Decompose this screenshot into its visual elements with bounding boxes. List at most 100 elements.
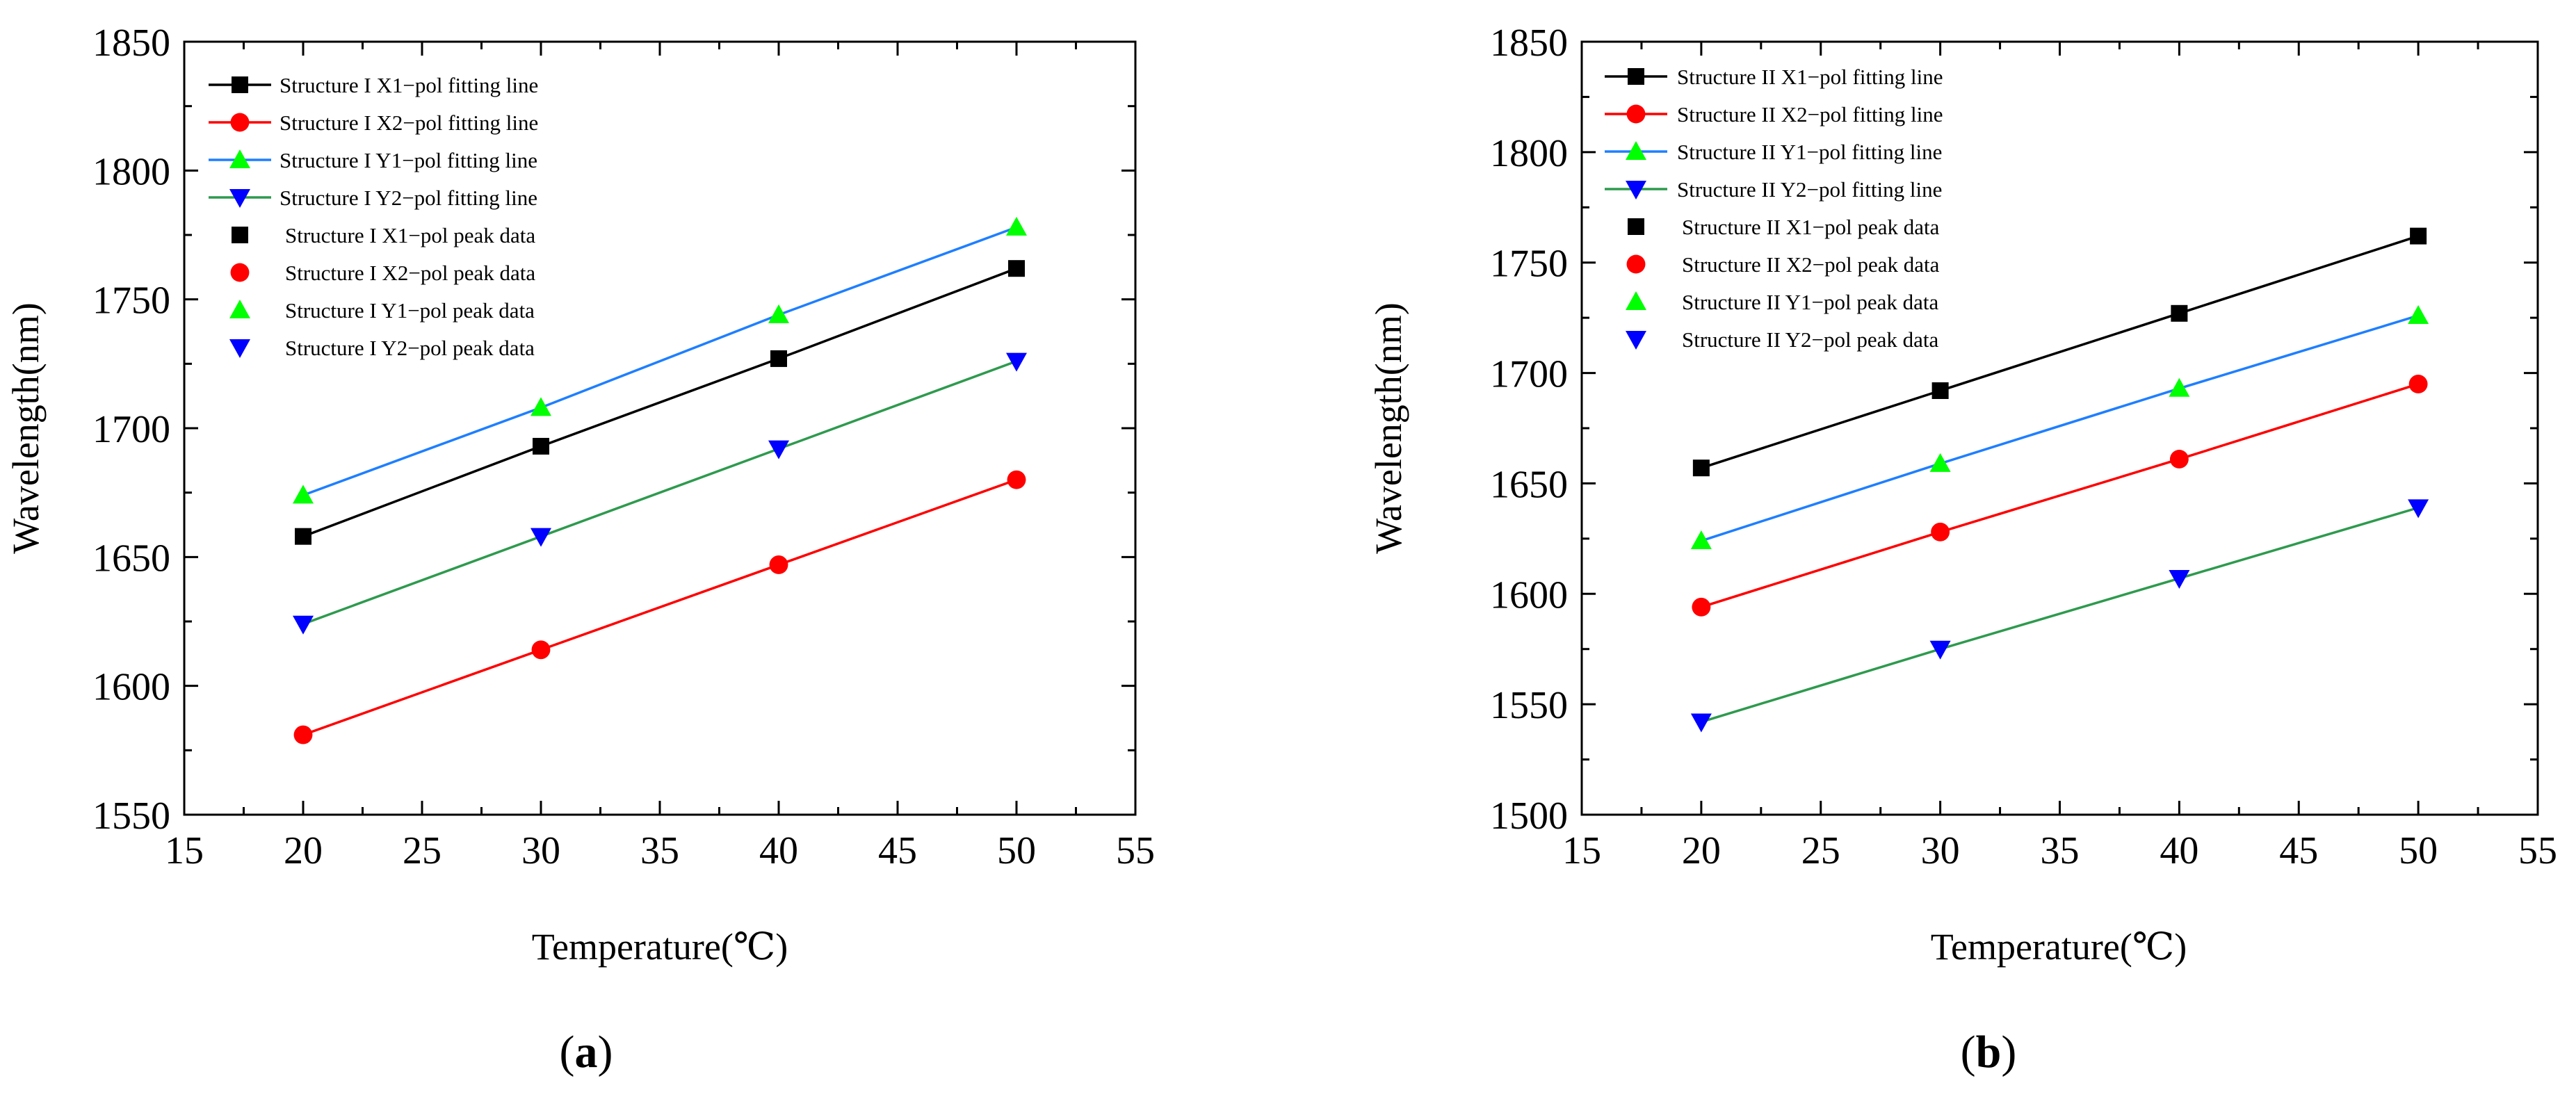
y-tick-label: 1850 xyxy=(1490,22,1568,65)
data-point-y2 xyxy=(530,528,551,547)
x-tick-label: 30 xyxy=(521,829,560,872)
x-axis-label: Temperature(℃) xyxy=(532,926,788,968)
legend-entry-peak-data: Structure I X2−pol peak data xyxy=(285,261,535,285)
legend-marker xyxy=(230,113,250,132)
legend-marker xyxy=(232,227,248,243)
y-tick-label: 1800 xyxy=(1490,132,1568,175)
y-tick-label: 1800 xyxy=(92,150,170,193)
data-point-y1 xyxy=(1006,216,1027,236)
y-axis-label: Wavelength(nm) xyxy=(1368,302,1409,554)
caption-letter: a xyxy=(575,1027,598,1077)
data-point-y2 xyxy=(1006,352,1027,372)
panel-caption: (b) xyxy=(1961,1027,2017,1077)
data-point-x2 xyxy=(769,555,788,574)
fitting-line-x2 xyxy=(1701,382,2419,609)
x-tick-label: 35 xyxy=(2041,829,2080,872)
data-point-x2 xyxy=(2408,375,2428,393)
fitting-line-y2 xyxy=(1701,506,2419,724)
data-point-y2 xyxy=(2408,499,2429,519)
legend-marker xyxy=(1626,254,1646,274)
data-point-y2 xyxy=(2169,570,2190,589)
x-tick-label: 20 xyxy=(284,829,323,872)
chart-a: 15 20 25 30 35 40 45 50 55 1550 1600 1650 1700 1750 18… xyxy=(5,22,1155,1077)
data-point-y1 xyxy=(2169,377,2190,397)
y-axis-label: Wavelength(nm) xyxy=(5,302,47,554)
x-tick-label: 30 xyxy=(1921,829,1960,872)
caption-open-paren: ( xyxy=(560,1027,575,1077)
data-point-x1 xyxy=(1692,459,1710,477)
legend-marker xyxy=(1626,331,1646,350)
legend-marker xyxy=(1626,104,1646,124)
legend-entry-peak-data: Structure II X1−pol peak data xyxy=(1682,215,1940,239)
fitting-line-x1 xyxy=(1701,234,2419,469)
x-tick-label: 35 xyxy=(640,829,679,872)
x-tick-label: 45 xyxy=(2279,829,2318,872)
y-tick-label: 1700 xyxy=(1490,353,1568,396)
fitting-line-y1 xyxy=(1701,314,2419,542)
y-tick-label: 1650 xyxy=(1490,463,1568,506)
legend-entry-fitting-line: Structure I X1−pol fitting line xyxy=(280,73,538,97)
legend-marker xyxy=(1626,291,1646,310)
x-tick-label: 25 xyxy=(1801,829,1840,872)
fitting-line-x1 xyxy=(302,267,1017,538)
data-point-x1 xyxy=(770,350,787,367)
legend-entry-peak-data: Structure I Y1−pol peak data xyxy=(285,298,535,323)
data-point-y1 xyxy=(1690,530,1712,550)
data-point-y1 xyxy=(1929,453,1951,472)
data-point-x1 xyxy=(2171,304,2188,322)
data-point-x2 xyxy=(2169,450,2189,469)
legend-entry-fitting-line: Structure II Y1−pol fitting line xyxy=(1677,140,1942,164)
legend-marker xyxy=(1626,181,1646,200)
fitting-line-y1 xyxy=(302,226,1017,497)
legend-entry-fitting-line: Structure I X2−pol fitting line xyxy=(280,111,538,135)
data-point-y2 xyxy=(768,440,789,459)
legend-entry-peak-data: Structure II X2−pol peak data xyxy=(1682,252,1940,277)
x-tick-label: 55 xyxy=(1116,829,1155,872)
data-point-x1 xyxy=(1008,260,1025,277)
caption-letter: b xyxy=(1976,1027,2002,1077)
y-tick-label: 1700 xyxy=(92,408,170,451)
y-tick-label: 1750 xyxy=(1490,243,1568,286)
data-point-y2 xyxy=(1690,713,1712,733)
y-tick-label: 1750 xyxy=(92,279,170,323)
data-point-x1 xyxy=(295,528,311,545)
x-tick-label: 55 xyxy=(2518,829,2557,872)
x-tick-label: 50 xyxy=(2399,829,2438,872)
legend-marker xyxy=(1628,218,1644,235)
data-point-x1 xyxy=(1931,382,1949,399)
data-point-x2 xyxy=(1692,597,1711,617)
x-tick-label: 40 xyxy=(2160,829,2198,872)
y-tick-label: 1650 xyxy=(92,537,170,580)
data-point-y1 xyxy=(768,304,789,323)
data-point-x1 xyxy=(533,437,549,455)
y-tick-label: 1550 xyxy=(92,795,170,838)
legend-entry-fitting-line: Structure I Y1−pol fitting line xyxy=(280,148,537,172)
caption-close-paren: ) xyxy=(2001,1027,2016,1077)
x-tick-label: 45 xyxy=(878,829,917,872)
data-point-x2 xyxy=(531,640,551,660)
y-tick-label: 1600 xyxy=(1490,573,1568,617)
x-tick-label: 50 xyxy=(997,829,1036,872)
fitting-line-y2 xyxy=(302,359,1017,626)
x-axis-label: Temperature(℃) xyxy=(1931,926,2187,968)
data-point-x2 xyxy=(293,725,313,744)
data-point-x2 xyxy=(1007,470,1026,489)
legend-marker xyxy=(229,339,250,358)
data-point-y2 xyxy=(1929,640,1951,660)
x-tick-label: 40 xyxy=(759,829,798,872)
legend-entry-peak-data: Structure I Y2−pol peak data xyxy=(285,336,535,360)
caption-close-paren: ) xyxy=(598,1027,613,1077)
legend-entry-peak-data: Structure I X1−pol peak data xyxy=(285,223,535,247)
data-point-y2 xyxy=(293,615,314,635)
legend-marker xyxy=(229,300,250,318)
data-point-x1 xyxy=(2410,227,2427,245)
legend-entry-peak-data: Structure II Y2−pol peak data xyxy=(1682,327,1939,352)
legend-entry-fitting-line: Structure II Y2−pol fitting line xyxy=(1677,177,1942,202)
chart-b: 15 20 25 30 35 40 45 50 55 1500 1550 1600 1650 1700 17… xyxy=(1368,22,2557,1077)
legend-marker xyxy=(229,149,250,168)
x-tick-label: 15 xyxy=(165,829,204,872)
legend-entry-peak-data: Structure II Y1−pol peak data xyxy=(1682,290,1939,314)
legend-marker xyxy=(230,263,250,282)
data-point-y1 xyxy=(2408,304,2429,324)
